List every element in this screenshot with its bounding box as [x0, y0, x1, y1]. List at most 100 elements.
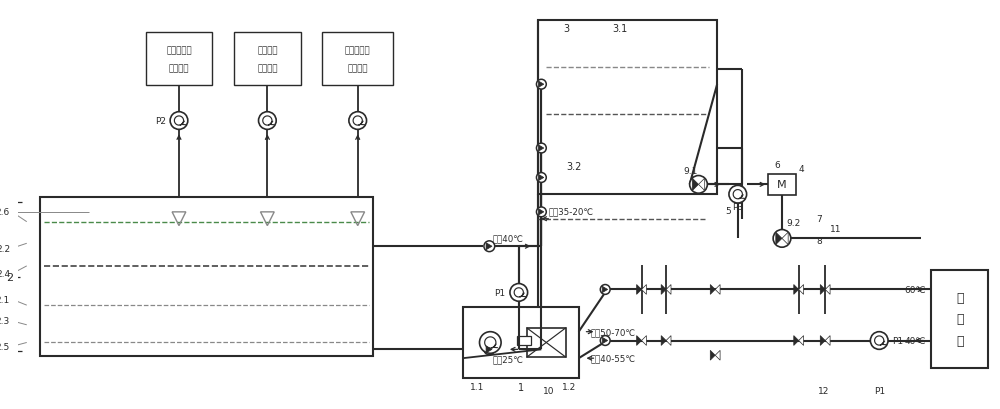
- Text: 回水40-55℃: 回水40-55℃: [590, 354, 635, 363]
- Polygon shape: [715, 285, 720, 294]
- Polygon shape: [661, 336, 666, 346]
- Polygon shape: [538, 175, 544, 181]
- Text: 冷却循环水: 冷却循环水: [166, 46, 192, 55]
- Polygon shape: [715, 351, 720, 360]
- Text: 3.2: 3.2: [566, 161, 581, 171]
- Text: 排气排水: 排气排水: [257, 46, 278, 55]
- Text: 4: 4: [799, 165, 804, 174]
- Circle shape: [510, 284, 528, 301]
- Bar: [768, 174, 796, 196]
- Bar: [146, 33, 212, 86]
- Polygon shape: [642, 336, 646, 346]
- Text: 1.2: 1.2: [562, 382, 576, 391]
- Bar: [234, 33, 301, 86]
- Text: 谷电补热: 谷电补热: [347, 64, 368, 73]
- Text: 11: 11: [830, 225, 842, 234]
- Text: 9.1: 9.1: [684, 167, 698, 176]
- Circle shape: [536, 207, 546, 217]
- Circle shape: [479, 332, 501, 353]
- Circle shape: [773, 230, 791, 247]
- Polygon shape: [825, 285, 830, 294]
- Text: 2.1: 2.1: [0, 295, 10, 304]
- Text: 低温余热: 低温余热: [169, 64, 189, 73]
- Polygon shape: [486, 243, 492, 250]
- Text: 10: 10: [542, 386, 554, 395]
- Polygon shape: [776, 233, 782, 245]
- Bar: [931, 270, 988, 368]
- Polygon shape: [602, 337, 608, 344]
- Text: 6: 6: [774, 161, 780, 170]
- Text: 2.4: 2.4: [0, 270, 10, 279]
- Text: 7: 7: [816, 215, 822, 224]
- Text: 1.1: 1.1: [470, 382, 485, 391]
- Text: P1: P1: [874, 386, 885, 395]
- Bar: [527, 328, 566, 357]
- Text: M: M: [777, 180, 787, 190]
- Polygon shape: [825, 336, 830, 346]
- Bar: [40, 198, 373, 356]
- Polygon shape: [698, 179, 705, 191]
- Text: 5: 5: [725, 207, 731, 216]
- Circle shape: [259, 112, 276, 130]
- Text: 回水25℃: 回水25℃: [492, 355, 523, 364]
- Polygon shape: [538, 82, 544, 88]
- Circle shape: [349, 112, 367, 130]
- Text: 1: 1: [518, 382, 524, 392]
- Polygon shape: [486, 346, 492, 353]
- Polygon shape: [710, 285, 715, 294]
- Text: 回水35-20℃: 回水35-20℃: [548, 207, 593, 216]
- Text: 供水50-70℃: 供水50-70℃: [590, 327, 635, 336]
- Text: 2.2: 2.2: [0, 244, 10, 253]
- Text: P1: P1: [892, 336, 903, 345]
- Text: 2.6: 2.6: [0, 208, 10, 217]
- Text: P1: P1: [494, 288, 505, 297]
- Polygon shape: [799, 285, 804, 294]
- Circle shape: [170, 112, 188, 130]
- Circle shape: [536, 144, 546, 153]
- Polygon shape: [602, 287, 608, 293]
- Polygon shape: [794, 285, 799, 294]
- Circle shape: [729, 186, 747, 204]
- Polygon shape: [820, 285, 825, 294]
- Polygon shape: [692, 179, 698, 191]
- Polygon shape: [637, 285, 642, 294]
- Polygon shape: [794, 336, 799, 346]
- Circle shape: [484, 344, 495, 355]
- Polygon shape: [637, 336, 642, 346]
- Circle shape: [536, 80, 546, 90]
- Text: 9.2: 9.2: [787, 219, 801, 227]
- Bar: [322, 33, 393, 86]
- Circle shape: [600, 336, 610, 346]
- Text: 户: 户: [956, 312, 963, 326]
- Text: P3: P3: [732, 203, 743, 212]
- Text: 2.3: 2.3: [0, 317, 10, 326]
- Circle shape: [600, 285, 610, 294]
- Text: 2.5: 2.5: [0, 342, 10, 351]
- Circle shape: [870, 332, 888, 350]
- Bar: [517, 336, 531, 346]
- Bar: [463, 308, 579, 378]
- Text: 2: 2: [6, 272, 14, 282]
- Text: 供水40℃: 供水40℃: [492, 233, 523, 242]
- Polygon shape: [666, 336, 671, 346]
- Text: 8: 8: [816, 236, 822, 245]
- Polygon shape: [538, 209, 544, 216]
- Text: 12: 12: [818, 386, 829, 395]
- Circle shape: [536, 173, 546, 183]
- Polygon shape: [710, 351, 715, 360]
- Polygon shape: [661, 285, 666, 294]
- Text: 3.1: 3.1: [612, 24, 627, 34]
- Bar: [538, 21, 717, 195]
- Text: 3: 3: [563, 24, 569, 34]
- Circle shape: [690, 176, 707, 194]
- Polygon shape: [799, 336, 804, 346]
- Text: 40℃: 40℃: [905, 336, 926, 345]
- Text: P2: P2: [155, 117, 166, 126]
- Text: 用: 用: [956, 291, 963, 304]
- Text: 端: 端: [956, 334, 963, 347]
- Polygon shape: [820, 336, 825, 346]
- Polygon shape: [666, 285, 671, 294]
- Polygon shape: [642, 285, 646, 294]
- Polygon shape: [782, 233, 788, 245]
- Text: 60℃: 60℃: [905, 285, 926, 294]
